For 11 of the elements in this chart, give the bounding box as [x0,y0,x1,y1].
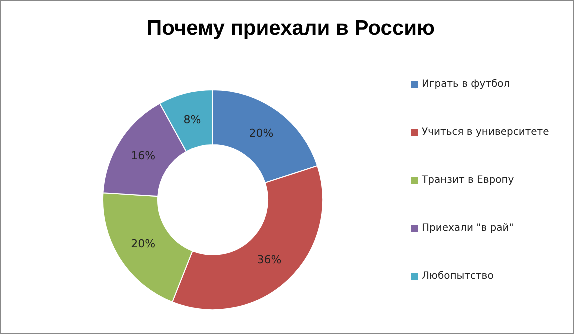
legend-label: Играть в футбол [422,79,510,90]
data-label: 16% [131,149,156,162]
data-label: 20% [249,126,274,140]
data-label: 20% [131,238,156,251]
legend-label: Транзит в Европу [422,175,514,186]
data-label: 8% [184,114,202,127]
legend-label: Любопытство [422,271,494,282]
legend-label: Учиться в университете [422,127,550,138]
legend-label: Приехали "в рай" [422,223,514,234]
chart-title: Почему приехали в Россию [146,17,436,41]
data-label: 36% [257,254,282,267]
